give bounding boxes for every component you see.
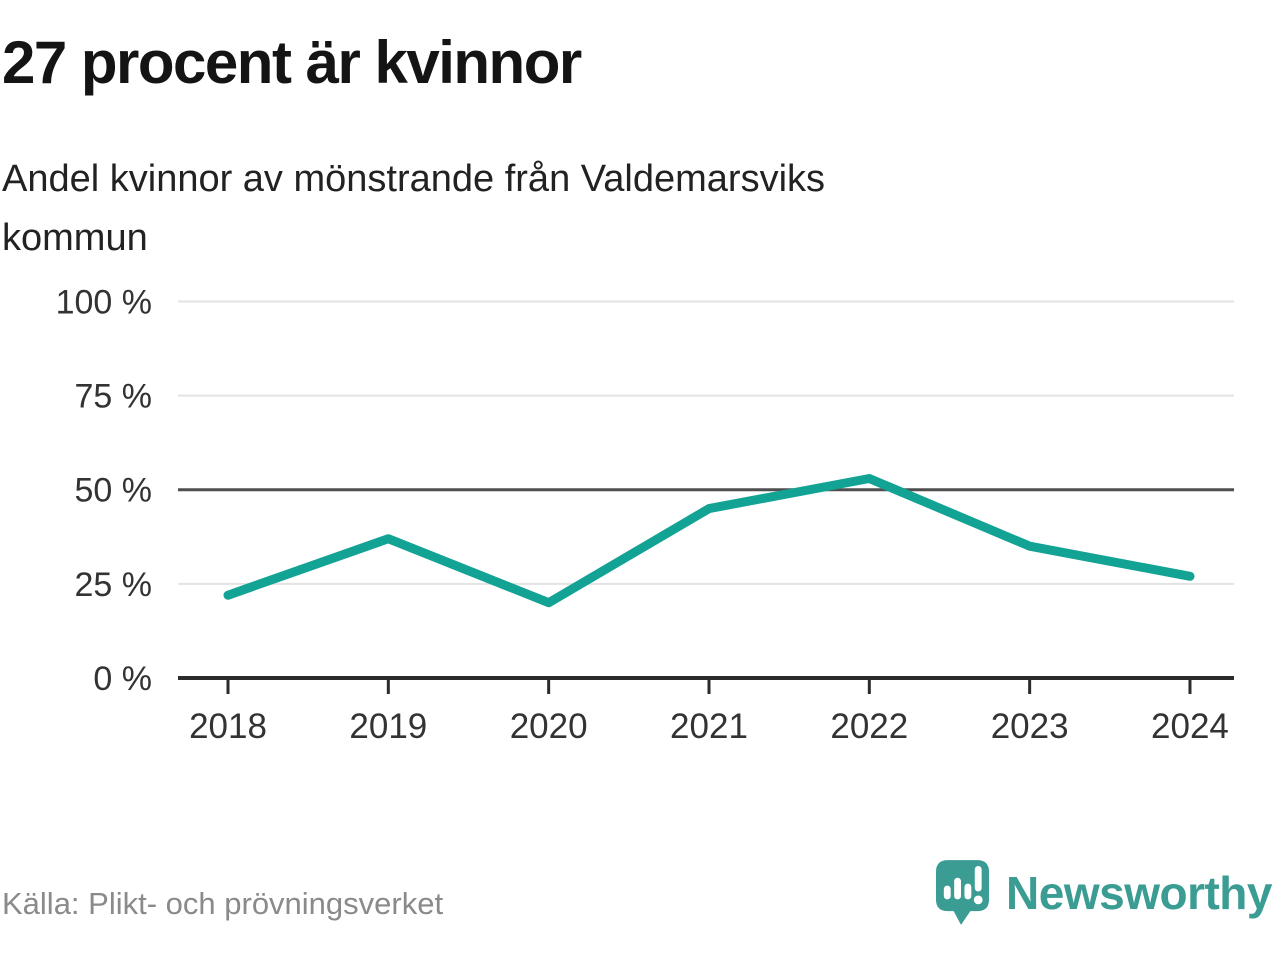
newsworthy-logo-icon bbox=[936, 860, 990, 925]
x-tick-label: 2019 bbox=[349, 707, 427, 746]
chart-title: 27 procent är kvinnor bbox=[2, 29, 582, 96]
line-chart: 0 % 25 % 50 % 75 % 100 % 2018 2019 2020 2021 2022… bbox=[56, 283, 1234, 746]
y-tick-label: 50 % bbox=[75, 472, 153, 510]
chart-subtitle: Andel kvinnor av mönstrande från Valdema… bbox=[2, 158, 826, 259]
newsworthy-logo-text: Newsworthy bbox=[1006, 866, 1272, 919]
x-tick-label: 2023 bbox=[991, 707, 1069, 746]
source-note: Källa: Plikt- och prövningsverket bbox=[2, 886, 444, 921]
x-tick-label: 2021 bbox=[670, 707, 748, 746]
bar-icon bbox=[943, 885, 951, 900]
x-tick-label: 2024 bbox=[1151, 707, 1229, 746]
bar-icon bbox=[954, 877, 962, 900]
x-tick-label: 2020 bbox=[510, 707, 588, 746]
exclamation-icon bbox=[974, 865, 982, 892]
x-tick-label: 2022 bbox=[830, 707, 908, 746]
y-tick-label: 25 % bbox=[75, 566, 153, 604]
y-tick-label: 100 % bbox=[56, 283, 152, 321]
bar-icon bbox=[964, 883, 972, 900]
x-tick-label: 2018 bbox=[189, 707, 267, 746]
data-line bbox=[223, 474, 1195, 608]
newsworthy-logo: Newsworthy bbox=[934, 858, 1272, 927]
y-tick-label: 75 % bbox=[75, 378, 153, 416]
y-tick-label: 0 % bbox=[93, 660, 152, 698]
exclamation-dot-icon bbox=[973, 895, 983, 905]
